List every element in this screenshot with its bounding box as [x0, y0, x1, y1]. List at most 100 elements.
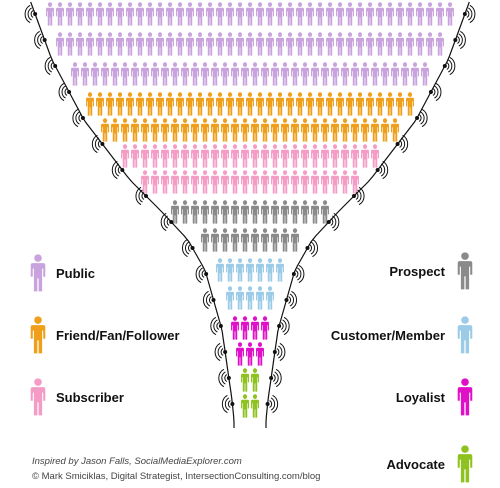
- speech-waves-icon: [453, 30, 466, 50]
- person-icon: [281, 200, 289, 224]
- person-icon: [321, 62, 329, 86]
- person-icon: [101, 118, 109, 142]
- person-icon: [231, 316, 239, 340]
- person-icon: [221, 200, 229, 224]
- person-icon: [171, 118, 179, 142]
- speech-waves-icon: [111, 160, 125, 180]
- person-icon: [196, 92, 204, 116]
- person-icon: [406, 32, 414, 56]
- person-icon: [376, 2, 384, 26]
- person-icon: [211, 118, 219, 142]
- person-icon: [176, 2, 184, 26]
- person-icon: [266, 92, 274, 116]
- person-icon: [211, 144, 219, 168]
- legend-customer: Customer/Member: [331, 316, 473, 354]
- person-icon: [241, 170, 249, 194]
- person-icon: [266, 32, 274, 56]
- person-icon: [201, 170, 209, 194]
- person-icon: [76, 2, 84, 26]
- person-icon: [251, 228, 259, 252]
- person-icon: [196, 32, 204, 56]
- person-icon: [351, 144, 359, 168]
- person-icon: [331, 62, 339, 86]
- person-icon: [251, 62, 259, 86]
- person-icon: [291, 170, 299, 194]
- person-icon: [216, 32, 224, 56]
- person-icon: [121, 62, 129, 86]
- person-icon: [331, 118, 339, 142]
- person-icon: [291, 228, 299, 252]
- person-icon: [156, 32, 164, 56]
- speech-waves-icon: [160, 212, 174, 232]
- person-icon: [321, 200, 329, 224]
- person-icon: [251, 394, 259, 418]
- person-icon: [436, 2, 444, 26]
- person-icon: [306, 2, 314, 26]
- person-icon: [221, 228, 229, 252]
- person-icon: [416, 2, 424, 26]
- person-icon: [96, 92, 104, 116]
- person-icon: [281, 62, 289, 86]
- person-icon: [136, 32, 144, 56]
- person-icon: [171, 200, 179, 224]
- person-icon: [356, 32, 364, 56]
- person-icon: [136, 92, 144, 116]
- person-icon: [196, 2, 204, 26]
- person-icon: [271, 200, 279, 224]
- speech-waves-icon: [24, 4, 38, 24]
- person-icon: [256, 286, 264, 310]
- person-icon: [251, 144, 259, 168]
- legend-public: Public: [30, 254, 95, 292]
- person-icon: [256, 32, 264, 56]
- person-icon: [361, 144, 369, 168]
- person-icon: [216, 92, 224, 116]
- person-icon: [316, 32, 324, 56]
- person-icon: [191, 170, 199, 194]
- person-icon: [201, 144, 209, 168]
- person-icon: [341, 170, 349, 194]
- person-icon: [346, 32, 354, 56]
- speech-waves-icon: [462, 4, 476, 24]
- credit-inspired: Inspired by Jason Falls, SocialMediaExpl…: [32, 456, 242, 467]
- person-icon: [311, 170, 319, 194]
- speech-waves-icon: [269, 368, 282, 388]
- person-icon: [246, 32, 254, 56]
- legend-fan-label: Friend/Fan/Follower: [56, 327, 180, 343]
- person-icon: [261, 144, 269, 168]
- person-icon: [291, 200, 299, 224]
- person-icon: [191, 118, 199, 142]
- person-icon: [246, 286, 254, 310]
- person-icon: [166, 92, 174, 116]
- person-icon: [256, 258, 264, 282]
- person-icon: [171, 170, 179, 194]
- person-icon: [356, 92, 364, 116]
- person-icon: [321, 118, 329, 142]
- person-icon: [236, 342, 244, 366]
- person-icon: [396, 32, 404, 56]
- person-icon: [201, 228, 209, 252]
- person-icon: [111, 118, 119, 142]
- person-icon: [121, 144, 129, 168]
- person-icon: [186, 2, 194, 26]
- speech-waves-icon: [218, 368, 231, 388]
- person-icon: [326, 32, 334, 56]
- person-icon: [376, 92, 384, 116]
- person-icon: [216, 2, 224, 26]
- person-icon: [226, 92, 234, 116]
- person-icon: [386, 2, 394, 26]
- person-icon: [301, 62, 309, 86]
- person-icon: [311, 200, 319, 224]
- person-icon: [176, 92, 184, 116]
- person-icon: [326, 92, 334, 116]
- person-icon: [211, 62, 219, 86]
- person-icon: [286, 32, 294, 56]
- person-icon: [136, 2, 144, 26]
- credit-copyright: © Mark Smiciklas, Digital Strategist, In…: [32, 471, 321, 482]
- person-icon: [241, 316, 249, 340]
- person-icon: [186, 32, 194, 56]
- person-icon: [176, 32, 184, 56]
- person-icon: [281, 118, 289, 142]
- person-icon: [116, 92, 124, 116]
- person-icon: [361, 118, 369, 142]
- person-icon: [291, 118, 299, 142]
